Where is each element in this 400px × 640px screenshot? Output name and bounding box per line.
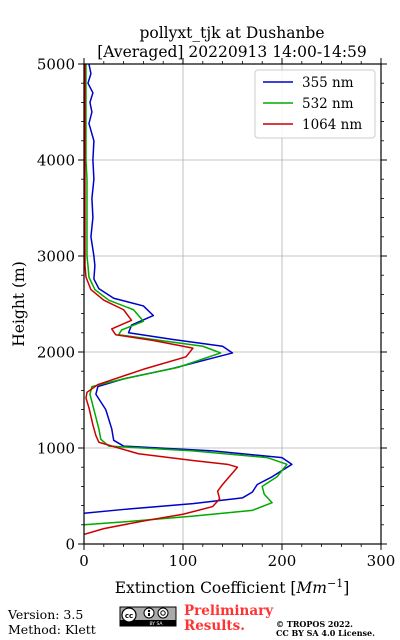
version-text: Version: 3.5 [7, 607, 83, 622]
copyright-line2: CC BY SA 4.0 License. [276, 628, 375, 638]
svg-text:cc: cc [125, 612, 133, 620]
method-text: Method: Klett [8, 622, 96, 637]
series-line-355-nm [84, 64, 293, 515]
chart-subtitle: [Averaged] 20220913 14:00-14:59 [97, 43, 367, 61]
cc-icon [121, 607, 137, 623]
y-tick-label: 0 [65, 536, 75, 554]
series-line-532-nm [84, 64, 288, 526]
x-axis-label: Extinction Coefficient [Mm−1] [115, 577, 350, 597]
x-axis-label-exponent: −1 [327, 577, 343, 590]
x-tick-label: 100 [169, 552, 198, 570]
preliminary-text-line2: Results. [184, 618, 245, 634]
y-tick-label: 3000 [37, 248, 75, 266]
y-tick-label: 1000 [37, 440, 75, 458]
x-tick-label: 200 [268, 552, 297, 570]
plot-frame [83, 63, 382, 545]
cc-license-badge: cc BY SA [119, 606, 177, 627]
y-tick-label: 4000 [37, 152, 75, 170]
y-tick-label: 2000 [37, 344, 75, 362]
chart-title: pollyxt_tjk at Dushanbe [139, 24, 324, 42]
legend-label: 1064 nm [302, 117, 362, 133]
series-layer [84, 64, 293, 536]
x-axis-label-main: Extinction Coefficient [ [115, 579, 297, 597]
sa-icon [157, 607, 169, 619]
license-badge-text: BY SA [149, 621, 163, 627]
y-tick-label: 5000 [37, 56, 75, 74]
x-axis-label-close: ] [343, 579, 349, 597]
series-line-1064-nm [84, 64, 239, 536]
legend-label: 355 nm [302, 75, 354, 91]
legend-box [254, 69, 376, 139]
preliminary-text-line1: Preliminary [184, 603, 274, 619]
legend-label: 532 nm [302, 96, 354, 112]
x-axis-label-unit: Mm [295, 579, 327, 597]
x-tick-label: 0 [79, 552, 89, 570]
x-tick-label: 300 [367, 552, 396, 570]
legend: 355 nm 532 nm 1064 nm [254, 69, 376, 139]
y-axis-label: Height (m) [10, 261, 28, 347]
copyright-line1: © TROPOS 2022. [276, 619, 353, 629]
